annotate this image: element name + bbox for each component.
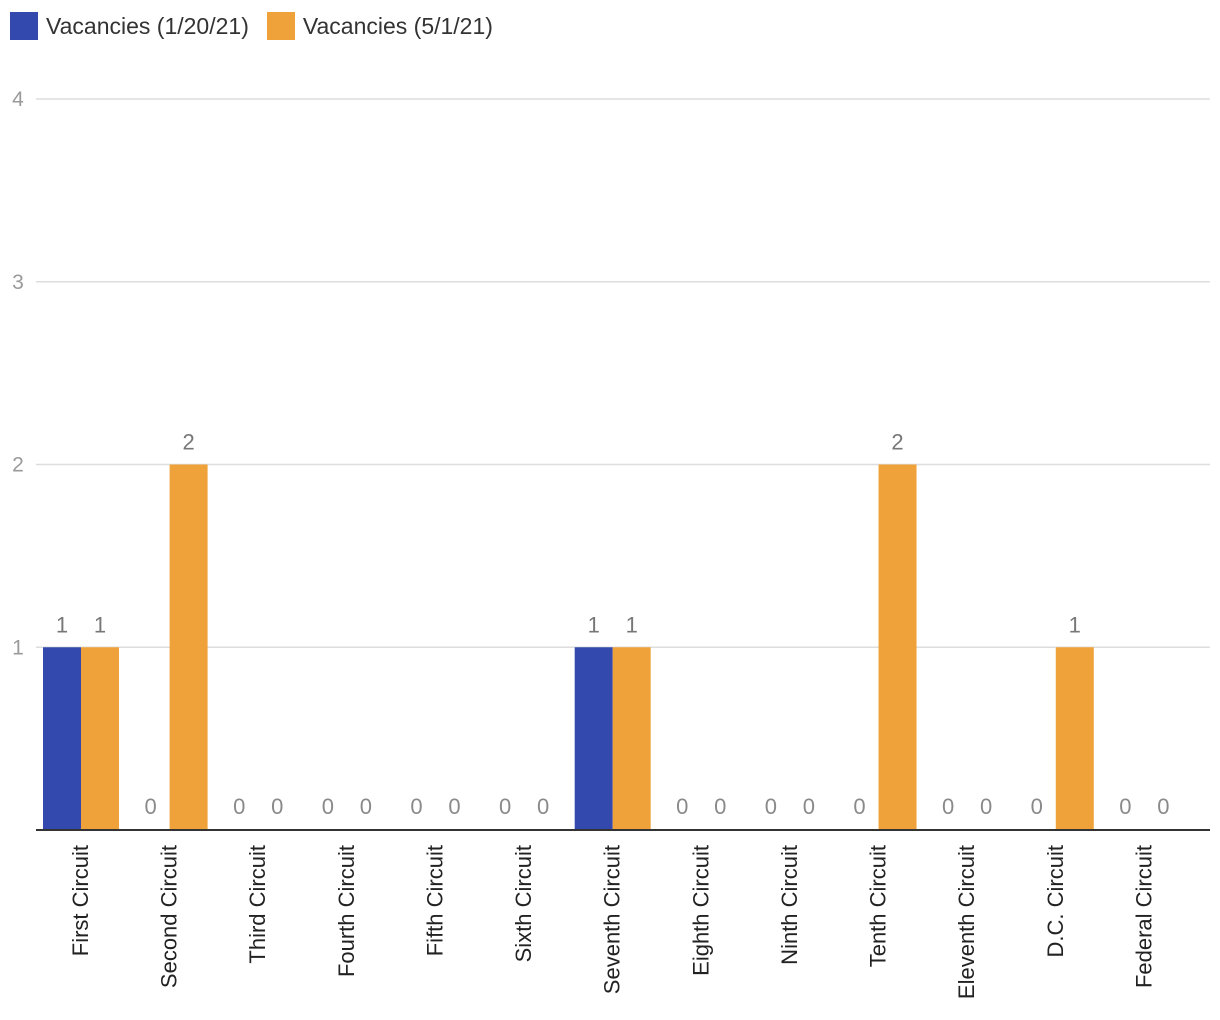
y-tick-label-1: 1 xyxy=(12,636,24,659)
legend-label-series-1: Vacancies (1/20/21) xyxy=(46,12,249,39)
bar-series-2-2[interactable] xyxy=(169,464,208,831)
x-tick-label-11: Eleventh Circuit xyxy=(954,845,979,999)
x-tick-label-12: D.C. Circuit xyxy=(1043,845,1068,957)
data-label-series-1-3: 0 xyxy=(233,794,245,819)
data-label-series-2-13: 0 xyxy=(1157,794,1169,819)
x-tick-label-8: Eighth Circuit xyxy=(688,845,713,976)
data-label-series-2-8: 0 xyxy=(714,794,726,819)
x-tick-label-5: Fifth Circuit xyxy=(422,845,447,956)
x-tick-label-1: First Circuit xyxy=(68,845,93,956)
data-label-series-1-6: 0 xyxy=(499,794,511,819)
bar-series-2-10[interactable] xyxy=(878,464,917,831)
bar-series-2-12[interactable] xyxy=(1055,647,1094,830)
bar-series-1-7[interactable] xyxy=(574,647,613,830)
bar-series-2-1[interactable] xyxy=(81,647,119,830)
data-label-series-1-12: 0 xyxy=(1031,794,1043,819)
bar-series-1-1[interactable] xyxy=(43,647,81,830)
x-tick-label-3: Third Circuit xyxy=(245,845,270,964)
data-label-series-1-11: 0 xyxy=(942,794,954,819)
legend-label-series-2: Vacancies (5/1/21) xyxy=(302,12,493,39)
data-label-series-1-7: 1 xyxy=(588,612,600,637)
x-tick-label-9: Ninth Circuit xyxy=(777,845,802,965)
x-tick-label-2: Second Circuit xyxy=(157,845,182,988)
data-label-series-1-8: 0 xyxy=(676,794,688,819)
data-label-series-2-12: 1 xyxy=(1069,612,1081,637)
data-label-series-2-4: 0 xyxy=(360,794,372,819)
y-tick-label-2: 2 xyxy=(12,454,24,477)
data-label-series-1-5: 0 xyxy=(410,794,422,819)
data-label-series-2-2: 2 xyxy=(182,430,194,455)
x-tick-label-10: Tenth Circuit xyxy=(866,845,891,967)
data-label-series-2-7: 1 xyxy=(626,612,638,637)
legend-item-series-1[interactable]: Vacancies (1/20/21) xyxy=(10,12,249,40)
bar-series-2-7[interactable] xyxy=(612,647,651,830)
data-label-series-2-9: 0 xyxy=(803,794,815,819)
legend-swatch-series-2 xyxy=(266,12,295,40)
data-label-series-2-5: 0 xyxy=(448,794,460,819)
legend-item-series-2[interactable]: Vacancies (5/1/21) xyxy=(266,12,493,40)
data-label-series-2-6: 0 xyxy=(537,794,549,819)
data-label-series-1-2: 0 xyxy=(144,794,156,819)
data-label-series-1-4: 0 xyxy=(322,794,334,819)
x-tick-label-13: Federal Circuit xyxy=(1131,845,1156,988)
chart-legend: Vacancies (1/20/21) Vacancies (5/1/21) xyxy=(10,12,511,40)
x-tick-label-7: Seventh Circuit xyxy=(600,845,625,994)
x-tick-label-4: Fourth Circuit xyxy=(334,845,359,977)
data-label-series-1-1: 1 xyxy=(56,612,68,637)
data-label-series-2-10: 2 xyxy=(891,430,903,455)
y-tick-label-3: 3 xyxy=(12,271,24,294)
data-label-series-1-10: 0 xyxy=(853,794,865,819)
legend-swatch-series-1 xyxy=(10,12,38,40)
data-label-series-2-1: 1 xyxy=(94,612,106,637)
data-label-series-2-11: 0 xyxy=(980,794,992,819)
x-tick-label-6: Sixth Circuit xyxy=(511,845,536,962)
data-label-series-1-13: 0 xyxy=(1119,794,1131,819)
data-label-series-1-9: 0 xyxy=(765,794,777,819)
data-label-series-2-3: 0 xyxy=(271,794,283,819)
y-tick-label-4: 4 xyxy=(12,88,24,111)
